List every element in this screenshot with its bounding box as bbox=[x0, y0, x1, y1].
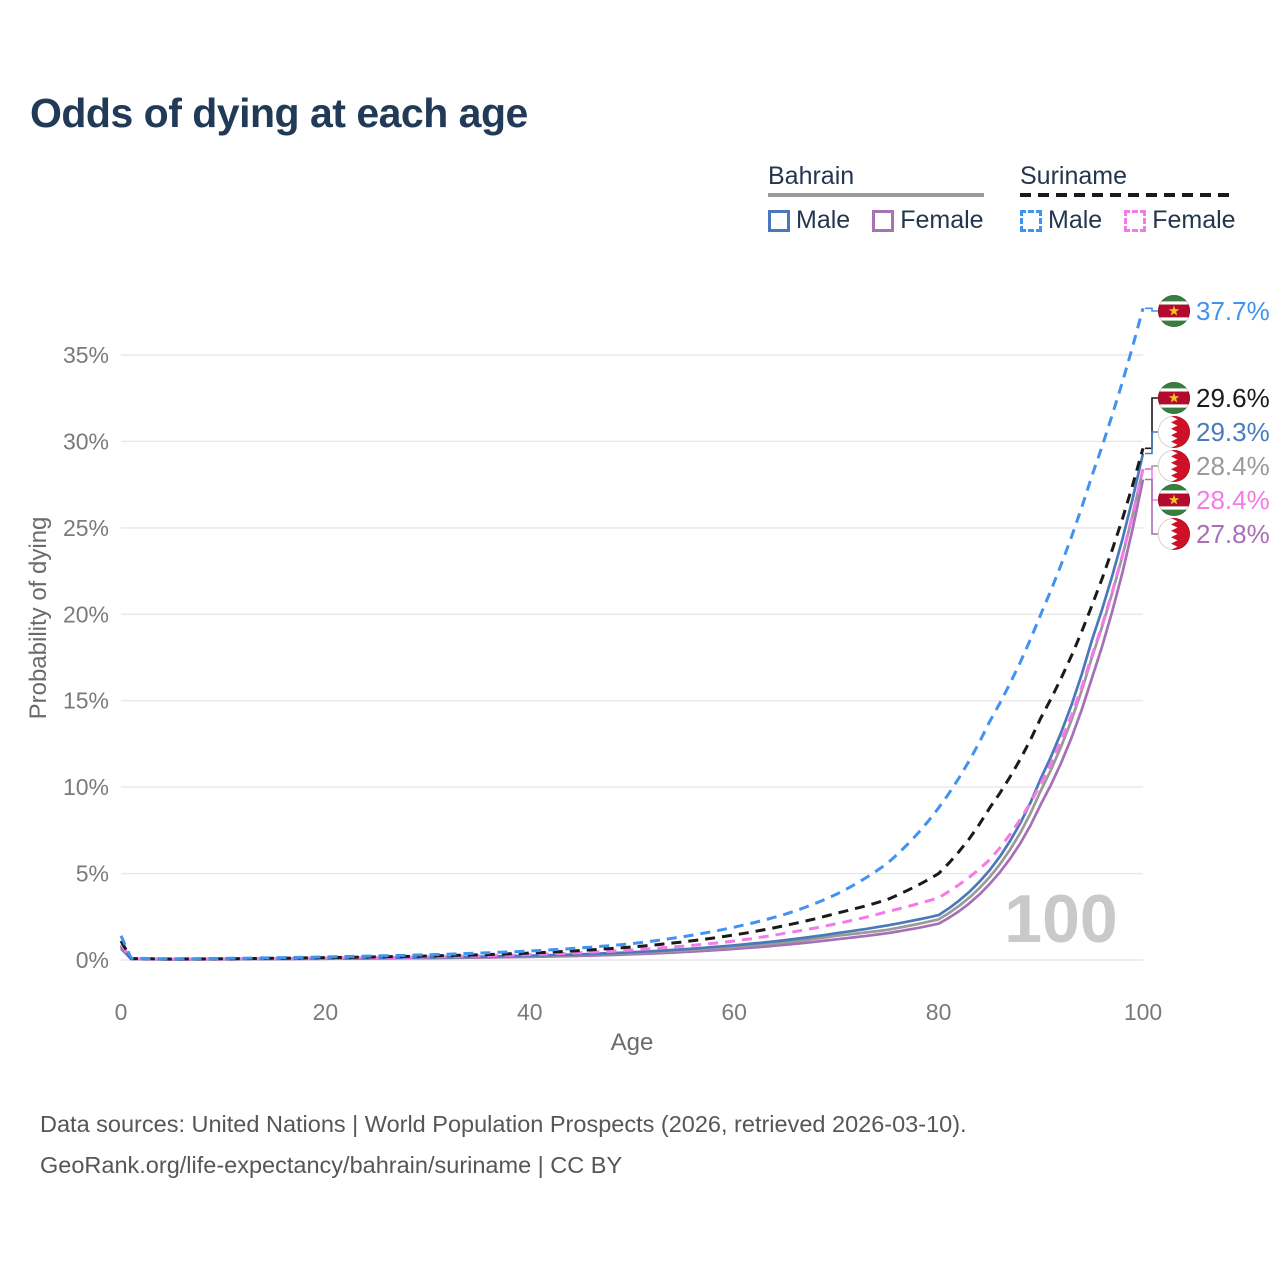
y-tick-label: 20% bbox=[63, 601, 109, 627]
bahrain-flag-art bbox=[1158, 518, 1190, 550]
legend-item-bahrain-male[interactable]: Male bbox=[768, 206, 850, 235]
bahrain-male-swatch-icon bbox=[768, 209, 790, 232]
y-tick-label: 25% bbox=[63, 515, 109, 541]
odds-of-dying-chart: 0% 5% 10% 15% 20% 25% 30% 35% 0 20 40 60 80 100 Age Pro… bbox=[25, 294, 1270, 1056]
end-label-connector-bahrain-male bbox=[1145, 431, 1158, 455]
suriname-female-swatch-icon bbox=[1124, 209, 1147, 232]
footer: Data sources: United Nations | World Pop… bbox=[40, 1104, 967, 1186]
x-tick-label: 0 bbox=[115, 999, 128, 1025]
end-label-connector-suriname-both bbox=[1145, 397, 1158, 450]
suriname-flag-icon bbox=[1157, 381, 1191, 415]
suriname-flag-art bbox=[1158, 295, 1190, 327]
suriname-flag-icon bbox=[1157, 483, 1191, 517]
bahrain-flag-icon bbox=[1157, 517, 1191, 551]
attribution-link-text[interactable]: GeoRank.org/life-expectancy/bahrain/suri… bbox=[40, 1152, 623, 1178]
legend-item-label: Male bbox=[1048, 206, 1103, 234]
legend-country-label: Suriname bbox=[1020, 162, 1127, 190]
bahrain-female-swatch-icon bbox=[872, 209, 895, 232]
y-tick-label: 0% bbox=[76, 947, 109, 973]
legend-bahrain-line-sample bbox=[768, 193, 984, 197]
suriname-flag-icon bbox=[1157, 294, 1191, 328]
bahrain-flag-art bbox=[1158, 416, 1190, 448]
chart-area: 0% 5% 10% 15% 20% 25% 30% 35% 0 20 40 60 80 100 Age Pro… bbox=[25, 294, 1270, 1056]
series-line-suriname-female[interactable] bbox=[119, 468, 1145, 961]
legend-item-suriname-male[interactable]: Male bbox=[1020, 206, 1102, 235]
end-label-value-suriname-female: 28.4% bbox=[1196, 485, 1270, 515]
page-title: Odds of dying at each age bbox=[30, 90, 528, 136]
y-axis-title: Probability of dying bbox=[25, 517, 52, 720]
legend-item-bahrain-female[interactable]: Female bbox=[872, 206, 984, 235]
legend-country-label: Bahrain bbox=[768, 162, 855, 190]
y-tick-label: 10% bbox=[63, 774, 109, 800]
suriname-flag-art bbox=[1158, 484, 1190, 516]
end-label-value-bahrain-male: 29.3% bbox=[1196, 417, 1270, 447]
y-tick-label: 35% bbox=[63, 342, 109, 368]
y-tick-label: 30% bbox=[63, 428, 109, 454]
suriname-male-swatch-icon bbox=[1020, 209, 1042, 232]
end-label-value-suriname-both: 29.6% bbox=[1196, 383, 1270, 413]
x-tick-label: 40 bbox=[517, 999, 543, 1025]
x-tick-label: 80 bbox=[926, 999, 952, 1025]
legend-item-label: Male bbox=[796, 206, 851, 234]
end-label-connector-bahrain-female bbox=[1145, 478, 1158, 535]
x-tick-label: 20 bbox=[313, 999, 339, 1025]
bahrain-flag-art bbox=[1158, 450, 1190, 482]
legend-item-label: Female bbox=[900, 206, 984, 234]
legend-suriname-line-sample bbox=[1020, 193, 1236, 197]
legend-group-bahrain: Bahrain Male Female bbox=[768, 163, 984, 235]
bahrain-flag-icon bbox=[1157, 449, 1191, 483]
end-label-connector-suriname-male bbox=[1145, 307, 1158, 312]
legend-item-label: Female bbox=[1152, 206, 1236, 234]
legend-item-suriname-female[interactable]: Female bbox=[1124, 206, 1236, 235]
y-tick-label: 15% bbox=[63, 688, 109, 714]
legend-group-suriname: Suriname Male Female bbox=[1020, 163, 1236, 235]
x-tick-label: 100 bbox=[1124, 999, 1162, 1025]
series-line-suriname-both[interactable] bbox=[119, 447, 1145, 961]
end-label-value-bahrain-female: 27.8% bbox=[1196, 519, 1270, 549]
suriname-flag-art bbox=[1158, 382, 1190, 414]
end-label-value-bahrain-both: 28.4% bbox=[1196, 451, 1270, 481]
y-tick-label: 5% bbox=[76, 861, 109, 887]
x-tick-label: 60 bbox=[721, 999, 747, 1025]
x-axis-title: Age bbox=[611, 1029, 654, 1056]
data-source-text: Data sources: United Nations | World Pop… bbox=[40, 1111, 967, 1137]
bahrain-flag-icon bbox=[1157, 415, 1191, 449]
series-line-suriname-male[interactable] bbox=[119, 307, 1145, 961]
end-label-value-suriname-male: 37.7% bbox=[1196, 296, 1270, 326]
age-100-watermark: 100 bbox=[1004, 881, 1117, 957]
